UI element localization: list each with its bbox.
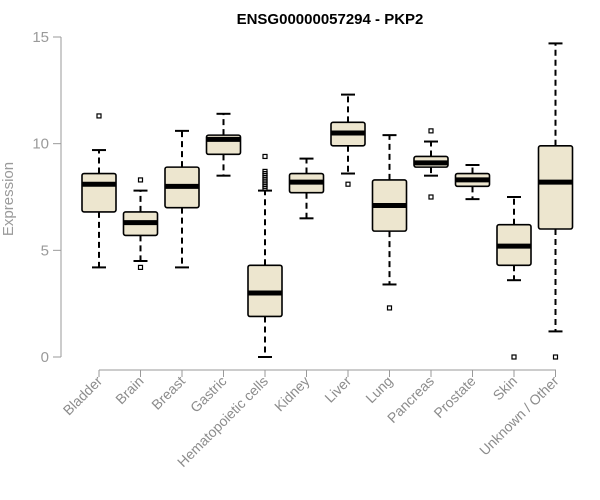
x-tick-label: Prostate [430, 373, 478, 421]
box-group [122, 177, 159, 270]
box-group [454, 164, 491, 201]
box-group [288, 157, 325, 220]
outlier-point [428, 194, 434, 200]
x-tick-label: Kidney [271, 373, 313, 415]
y-tick-label: 15 [32, 29, 49, 46]
box-group [371, 134, 408, 311]
outlier-point [137, 264, 144, 270]
y-ticks: 0 5 10 15 [32, 29, 61, 366]
x-tick-label: Brain [112, 373, 146, 407]
box-group [496, 196, 532, 360]
y-tick-label: 10 [32, 136, 49, 153]
box-group [537, 42, 574, 360]
x-tick-label: Lung [362, 373, 395, 406]
x-tick-label: Liver [321, 373, 354, 406]
outlier-point [386, 305, 393, 311]
x-tick-label: Breast [148, 373, 188, 413]
outlier-point [137, 177, 144, 183]
box-group [330, 93, 366, 187]
outlier-point [428, 128, 434, 134]
box-group [205, 112, 242, 177]
outlier-point [262, 168, 268, 174]
iqr-box [537, 145, 574, 230]
x-tick-label: Unknown / Other [476, 373, 562, 459]
boxes [81, 42, 574, 360]
box-group [81, 113, 117, 269]
outlier-point [96, 113, 102, 119]
y-tick-label: 5 [41, 242, 49, 259]
box-group [164, 129, 200, 269]
outlier-point [552, 354, 559, 360]
y-tick-label: 0 [41, 349, 49, 366]
outlier-point [345, 181, 351, 187]
box-group [247, 153, 283, 358]
y-axis-label: Expression [0, 162, 17, 236]
chart-title: ENSG00000057294 - PKP2 [237, 11, 424, 28]
outlier-point [511, 354, 517, 360]
outlier-point [262, 153, 268, 160]
iqr-box [81, 172, 117, 213]
x-tick-label: Bladder [60, 373, 106, 419]
box-group [413, 128, 449, 200]
x-tick-label: Skin [490, 373, 521, 404]
